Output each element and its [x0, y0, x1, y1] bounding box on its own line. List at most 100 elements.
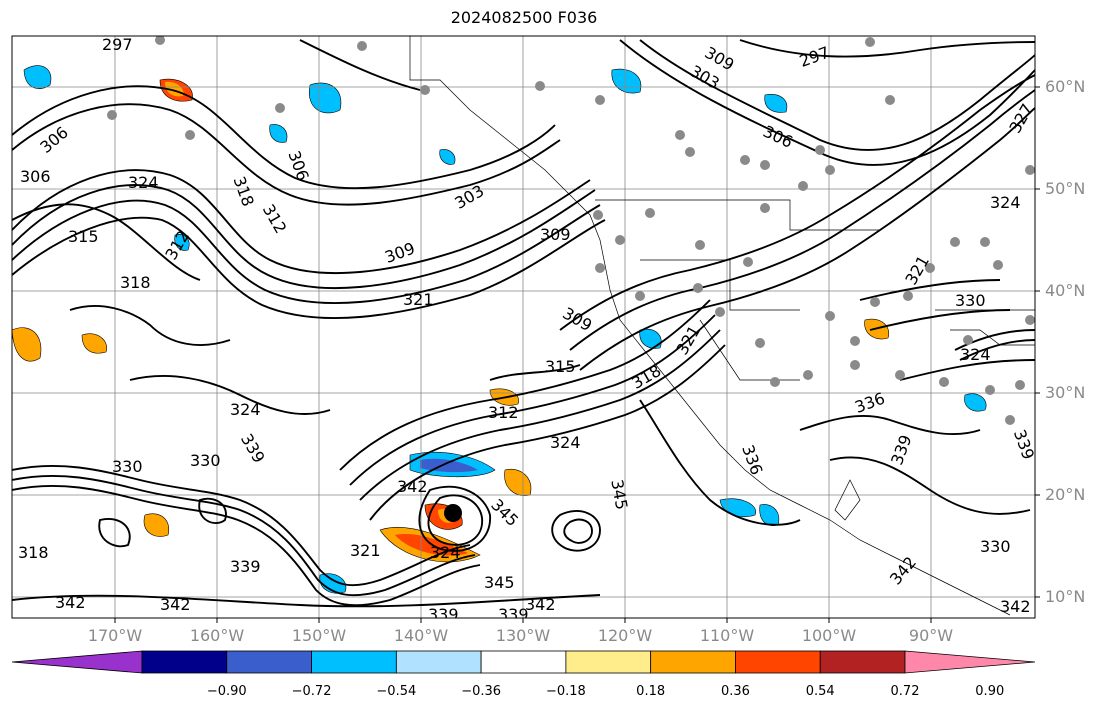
shade-blob: [439, 149, 456, 165]
colorbar-segment: [226, 650, 312, 674]
colorbar-segment: [735, 650, 821, 674]
station-dot: [993, 260, 1003, 270]
map-background: [12, 36, 1035, 618]
colorbar-extend-high: [904, 650, 1036, 674]
contour-label: 315: [68, 227, 99, 246]
station-dot: [1025, 165, 1035, 175]
shade-blob: [319, 573, 347, 594]
station-dot: [825, 165, 835, 175]
contour-label: 330: [980, 537, 1011, 556]
colorbar-tick-label: −0.90: [206, 684, 247, 699]
station-dot: [535, 81, 545, 91]
tick-marks: [114, 86, 1040, 623]
lon-label-150w: 150°W: [291, 626, 347, 645]
station-dot: [1025, 315, 1035, 325]
station-dot: [939, 377, 949, 387]
contour-label: 324: [128, 173, 159, 192]
station-dot: [760, 203, 770, 213]
contour-label: 345: [484, 573, 515, 592]
station-dot: [850, 336, 860, 346]
contour-label: 324: [550, 433, 581, 452]
contour-label: 315: [545, 357, 576, 376]
contour-label: 339: [230, 557, 261, 576]
contour-label: 324: [960, 345, 991, 364]
contour-label: 330: [112, 457, 143, 476]
contour-label: 321: [350, 541, 381, 560]
station-dot: [903, 291, 913, 301]
contour-label: 342: [397, 477, 428, 496]
station-dot: [155, 36, 165, 45]
contour-label: 342: [55, 593, 86, 612]
station-dot: [1015, 380, 1025, 390]
station-dot: [985, 385, 995, 395]
station-dot: [693, 283, 703, 293]
shade-blob: [269, 124, 288, 143]
contour-label: 342: [1000, 597, 1031, 616]
station-dot: [760, 160, 770, 170]
station-dot: [798, 181, 808, 191]
contour-label: 342: [160, 595, 191, 614]
station-dot: [275, 103, 285, 113]
station-dot: [185, 130, 195, 140]
station-dot: [715, 307, 725, 317]
station-dot: [595, 263, 605, 273]
station-dot: [635, 291, 645, 301]
shade-blob: [764, 94, 788, 113]
station-dot: [803, 370, 813, 380]
station-dot: [755, 338, 765, 348]
colorbar-segment: [650, 650, 736, 674]
shade-blob: [308, 82, 342, 114]
colorbar-segment: [565, 650, 652, 674]
station-dot: [850, 360, 860, 370]
colorbar: [11, 650, 1036, 674]
shade-blob: [143, 513, 170, 537]
station-markers: [107, 36, 1035, 425]
colorbar-extend-low: [11, 650, 143, 674]
colorbar-tick-label: −0.18: [545, 684, 586, 699]
lon-label-140w: 140°W: [393, 626, 449, 645]
colorbar-tick-label: −0.36: [461, 684, 502, 699]
station-dot: [743, 257, 753, 267]
lon-label-170w: 170°W: [87, 626, 143, 645]
station-dot: [695, 240, 705, 250]
contour-label: 339: [498, 605, 529, 624]
colorbar-tick-label: −0.72: [291, 684, 332, 699]
station-dot: [357, 41, 367, 51]
station-dot: [593, 210, 603, 220]
station-dot: [740, 155, 750, 165]
lon-label-120w: 120°W: [597, 626, 653, 645]
station-dot: [950, 237, 960, 247]
coastlines: [409, 36, 1035, 616]
colorbar-segment: [819, 650, 906, 674]
lat-label-40n: 40°N: [1045, 281, 1086, 300]
contour-label: 330: [190, 451, 221, 470]
station-dot: [595, 95, 605, 105]
lat-label-30n: 30°N: [1045, 383, 1086, 402]
height-contours: [12, 39, 1035, 608]
station-dot: [825, 311, 835, 321]
contour-label: 318: [18, 543, 49, 562]
colorbar-tick-label: 0.72: [890, 684, 920, 699]
lon-label-90w: 90°W: [908, 626, 954, 645]
hurricane-core: [444, 504, 462, 522]
lon-label-100w: 100°W: [801, 626, 857, 645]
contour-label: 306: [20, 167, 51, 186]
colorbar-tick-label: −0.54: [376, 684, 417, 699]
station-dot: [963, 335, 973, 345]
station-dot: [1005, 415, 1015, 425]
colorbar-tick-label: 0.90: [975, 684, 1005, 699]
contour-label: 321: [403, 290, 434, 309]
station-dot: [645, 208, 655, 218]
contour-label: 318: [120, 273, 151, 292]
station-dot: [685, 147, 695, 157]
station-dot: [885, 95, 895, 105]
shade-blob: [639, 328, 662, 349]
contour-label: 309: [540, 225, 571, 244]
lon-label-130w: 130°W: [495, 626, 551, 645]
colorbar-tick-label: 0.36: [720, 684, 750, 699]
station-dot: [895, 370, 905, 380]
contour-label: 342: [525, 595, 556, 614]
station-dot: [870, 297, 880, 307]
contour-label: 297: [102, 35, 133, 54]
